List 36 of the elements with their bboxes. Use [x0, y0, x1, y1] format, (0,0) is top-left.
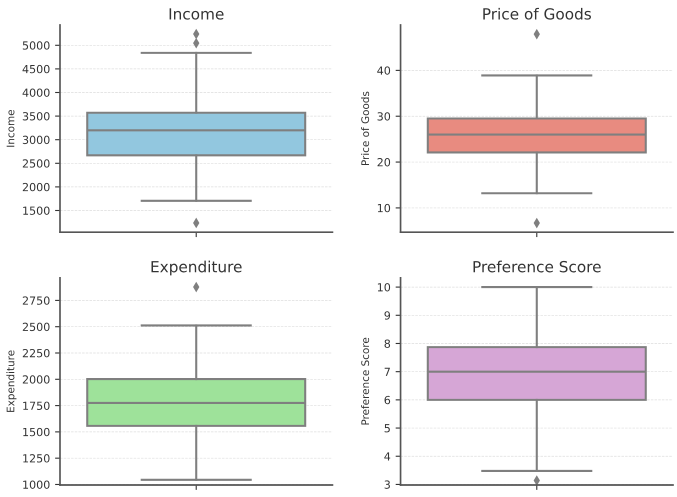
y-tick-label: 7 — [384, 368, 390, 376]
y-tick-label: 10 — [378, 204, 390, 212]
y-tick-label: 4 — [384, 452, 390, 460]
y-tick-label: 6 — [384, 396, 390, 404]
y-axis-title: Income — [6, 110, 14, 147]
y-tick-label: 1500 — [23, 206, 50, 215]
y-axis-title: Price of Goods — [361, 92, 370, 166]
y-tick-label: 3 — [384, 480, 390, 489]
y-axis-title: Preference Score — [361, 338, 370, 425]
y-tick-label: 2250 — [22, 348, 50, 358]
chart-title: Expenditure — [152, 260, 242, 276]
chart-title: Price of Goods — [483, 8, 591, 20]
y-tick-label: 4000 — [22, 88, 50, 97]
y-tick-label: 1000 — [23, 480, 50, 489]
y-tick-label: 40 — [377, 66, 390, 75]
y-tick-label: 3000 — [22, 136, 50, 144]
y-tick-label: 20 — [378, 158, 390, 166]
y-tick-label: 10 — [378, 283, 390, 292]
y-tick-label: 1250 — [23, 454, 50, 463]
y-tick-label: 3500 — [22, 112, 50, 120]
y-axis-title: Expenditure — [6, 350, 16, 412]
y-tick-label: 1750 — [23, 402, 50, 410]
y-tick-label: 2500 — [22, 322, 50, 332]
chart-title: Income — [170, 8, 224, 20]
y-tick-label: 4500 — [22, 64, 50, 74]
y-tick-label: 9 — [384, 311, 390, 320]
y-tick-label: 5 — [384, 424, 390, 432]
y-tick-label: 2000 — [22, 182, 50, 192]
y-tick-label: 2750 — [22, 296, 50, 305]
y-tick-label: 1500 — [23, 428, 50, 436]
y-tick-label: 2000 — [22, 375, 50, 384]
y-tick-label: 30 — [378, 112, 390, 121]
y-tick-label: 2500 — [22, 159, 50, 168]
y-tick-label: 5000 — [22, 41, 50, 50]
chart-title: Preference Score — [474, 260, 601, 272]
y-tick-label: 8 — [384, 339, 390, 348]
